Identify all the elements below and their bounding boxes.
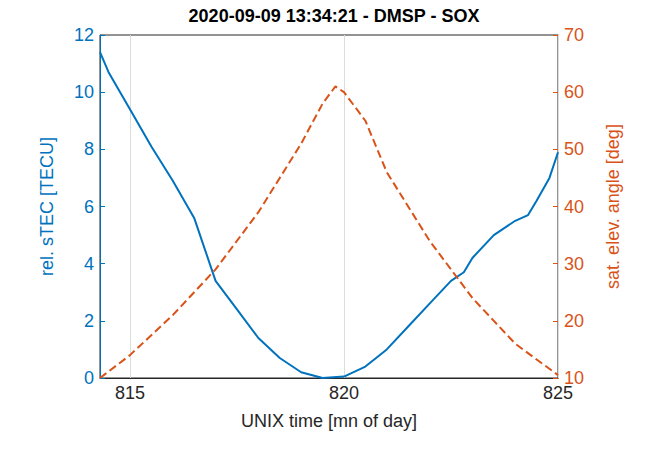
svg-text:825: 825 (543, 383, 573, 403)
svg-text:10: 10 (74, 82, 94, 102)
svg-text:4: 4 (84, 254, 94, 274)
svg-text:12: 12 (74, 25, 94, 45)
svg-text:30: 30 (564, 254, 584, 274)
svg-text:40: 40 (564, 197, 584, 217)
svg-text:rel. sTEC [TECU]: rel. sTEC [TECU] (37, 137, 57, 276)
svg-text:0: 0 (84, 368, 94, 388)
svg-text:sat. elev. angle [deg]: sat. elev. angle [deg] (603, 124, 623, 289)
svg-text:50: 50 (564, 139, 584, 159)
svg-text:70: 70 (564, 25, 584, 45)
svg-text:60: 60 (564, 82, 584, 102)
svg-text:UNIX time [mn of day]: UNIX time [mn of day] (241, 411, 417, 431)
svg-text:8: 8 (84, 139, 94, 159)
svg-text:20: 20 (564, 311, 584, 331)
svg-text:2: 2 (84, 311, 94, 331)
svg-text:820: 820 (329, 383, 359, 403)
svg-text:2020-09-09 13:34:21 - DMSP - S: 2020-09-09 13:34:21 - DMSP - SOX (189, 6, 480, 26)
svg-text:815: 815 (115, 383, 145, 403)
svg-text:6: 6 (84, 197, 94, 217)
svg-text:10: 10 (564, 368, 584, 388)
